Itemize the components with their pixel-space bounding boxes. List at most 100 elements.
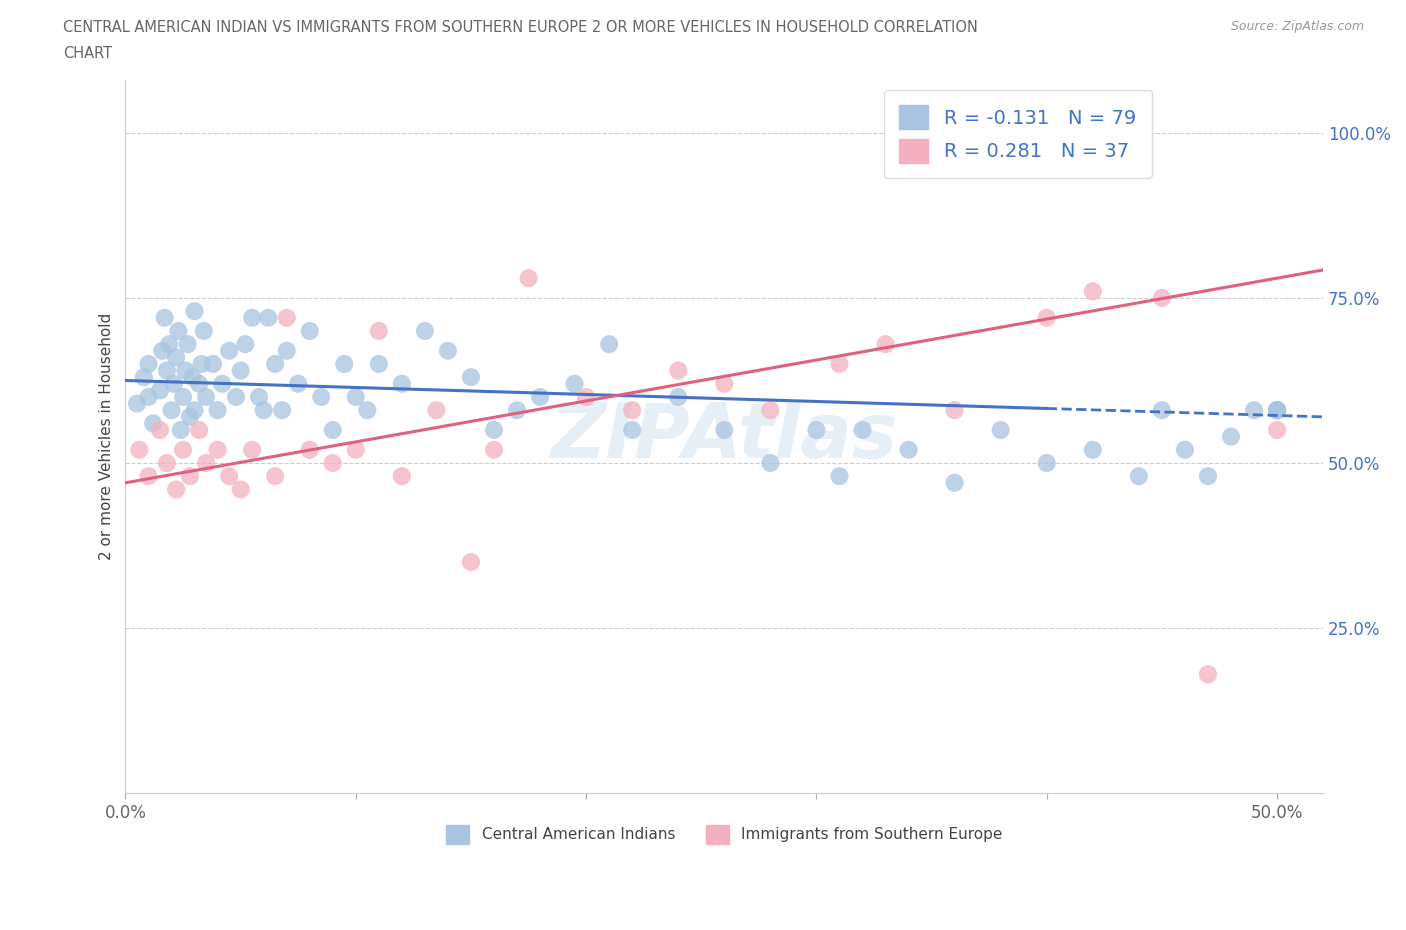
- Point: [621, 422, 644, 437]
- Point: [179, 409, 201, 424]
- Point: [506, 403, 529, 418]
- Point: [229, 363, 252, 378]
- Point: [806, 422, 828, 437]
- Point: [460, 370, 482, 385]
- Point: [875, 337, 897, 352]
- Point: [322, 422, 344, 437]
- Point: [172, 390, 194, 405]
- Point: [666, 390, 689, 405]
- Point: [174, 363, 197, 378]
- Point: [207, 443, 229, 458]
- Point: [1265, 403, 1288, 418]
- Point: [391, 469, 413, 484]
- Point: [425, 403, 447, 418]
- Point: [437, 343, 460, 358]
- Point: [229, 482, 252, 497]
- Point: [218, 469, 240, 484]
- Point: [160, 403, 183, 418]
- Point: [233, 337, 256, 352]
- Point: [276, 343, 298, 358]
- Point: [183, 304, 205, 319]
- Point: [153, 311, 176, 325]
- Point: [271, 403, 294, 418]
- Point: [157, 337, 180, 352]
- Point: [575, 390, 598, 405]
- Point: [333, 356, 356, 371]
- Point: [211, 377, 233, 392]
- Point: [257, 311, 280, 325]
- Point: [564, 377, 586, 392]
- Point: [188, 377, 211, 392]
- Point: [1035, 456, 1057, 471]
- Point: [240, 443, 263, 458]
- Point: [391, 377, 413, 392]
- Point: [287, 377, 309, 392]
- Point: [156, 456, 179, 471]
- Point: [1265, 403, 1288, 418]
- Point: [225, 390, 247, 405]
- Point: [1128, 469, 1150, 484]
- Point: [943, 403, 966, 418]
- Point: [713, 422, 735, 437]
- Point: [128, 443, 150, 458]
- Point: [1081, 443, 1104, 458]
- Point: [298, 324, 321, 339]
- Legend: Central American Indians, Immigrants from Southern Europe: Central American Indians, Immigrants fro…: [440, 818, 1008, 850]
- Point: [517, 271, 540, 286]
- Text: ZIPAtlas: ZIPAtlas: [551, 400, 898, 473]
- Point: [367, 356, 389, 371]
- Point: [193, 324, 215, 339]
- Point: [142, 416, 165, 431]
- Point: [218, 343, 240, 358]
- Point: [179, 469, 201, 484]
- Point: [1243, 403, 1265, 418]
- Point: [356, 403, 378, 418]
- Point: [138, 390, 160, 405]
- Point: [165, 482, 187, 497]
- Point: [322, 456, 344, 471]
- Point: [240, 311, 263, 325]
- Point: [1174, 443, 1197, 458]
- Point: [482, 422, 505, 437]
- Point: [163, 377, 186, 392]
- Point: [167, 324, 190, 339]
- Point: [156, 363, 179, 378]
- Point: [1150, 403, 1173, 418]
- Point: [125, 396, 148, 411]
- Point: [943, 475, 966, 490]
- Point: [195, 456, 218, 471]
- Point: [138, 356, 160, 371]
- Point: [132, 370, 155, 385]
- Point: [344, 390, 367, 405]
- Point: [759, 456, 782, 471]
- Point: [1150, 290, 1173, 305]
- Point: [183, 403, 205, 418]
- Point: [413, 324, 436, 339]
- Point: [188, 422, 211, 437]
- Point: [138, 469, 160, 484]
- Point: [1197, 469, 1219, 484]
- Point: [247, 390, 270, 405]
- Point: [309, 390, 332, 405]
- Point: [149, 383, 172, 398]
- Text: CHART: CHART: [63, 46, 112, 61]
- Point: [276, 311, 298, 325]
- Point: [298, 443, 321, 458]
- Point: [598, 337, 620, 352]
- Text: Source: ZipAtlas.com: Source: ZipAtlas.com: [1230, 20, 1364, 33]
- Point: [851, 422, 873, 437]
- Point: [529, 390, 551, 405]
- Point: [150, 343, 173, 358]
- Point: [195, 390, 218, 405]
- Point: [264, 356, 287, 371]
- Point: [367, 324, 389, 339]
- Point: [1035, 311, 1057, 325]
- Point: [759, 403, 782, 418]
- Point: [344, 443, 367, 458]
- Point: [1081, 284, 1104, 299]
- Point: [460, 554, 482, 569]
- Point: [149, 422, 172, 437]
- Point: [1265, 422, 1288, 437]
- Point: [165, 350, 187, 365]
- Point: [1265, 403, 1288, 418]
